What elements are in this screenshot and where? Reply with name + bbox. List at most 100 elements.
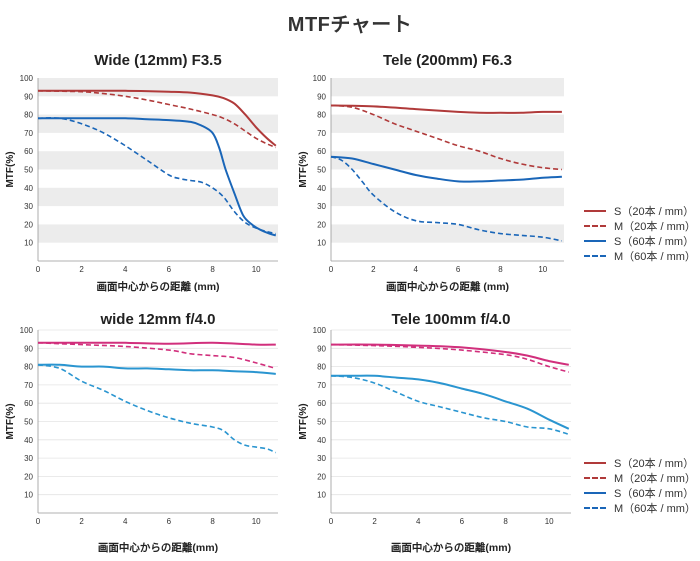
legend-item-bottom-3: M（60本 / mm） [584,500,696,515]
y-tick-label: 60 [317,399,326,408]
x-tick-label: 6 [167,265,172,274]
legend-item-top-3: M（60本 / mm） [584,248,696,263]
x-tick-label: 2 [371,265,376,274]
y-tick-label: 70 [24,129,33,138]
y-tick-label: 20 [24,472,33,481]
page-title: MTFチャート [287,14,413,36]
y-tick-label: 100 [313,326,327,335]
legend-line [584,461,606,464]
series-line-0 [38,89,277,147]
x-tick-label: 10 [538,265,547,274]
grid-band [331,224,564,243]
x-tick-label: 0 [36,265,41,274]
legend-label: M（20本 / mm） [614,220,696,233]
x-tick-label: 10 [545,517,554,526]
y-tick-label: 10 [24,491,33,500]
legend-item-bottom-2: S（60本 / mm） [584,485,696,500]
legend-label: S（60本 / mm） [614,235,695,248]
legend-item-bottom-1: M（20本 / mm） [584,470,696,485]
series-line-0 [330,104,562,114]
x-tick-label: 0 [329,517,334,526]
y-tick-label: 80 [317,111,326,120]
y-tick-label: 70 [24,381,33,390]
chart-3: 10 20 30 40 50 60 70 80 90 100 0 2 4 6 8 10 Tele 100mm f… [298,311,571,554]
y-tick-label: 10 [24,239,33,248]
y-tick-label: 70 [317,381,326,390]
y-tick-label: 40 [24,184,33,193]
x-tick-label: 4 [416,517,421,526]
legend-label: M（60本 / mm） [614,502,696,515]
y-axis-label: MTF(%) [5,403,16,439]
y-tick-label: 60 [317,147,326,156]
y-tick-label: 30 [24,454,33,463]
legend-label: M（20本 / mm） [614,472,696,485]
y-tick-label: 20 [317,220,326,229]
x-tick-label: 2 [372,517,377,526]
y-tick-label: 40 [24,436,33,445]
chart-title: Tele (200mm) F6.3 [383,52,512,69]
series-line-1 [330,104,562,171]
y-tick-label: 30 [317,454,326,463]
y-tick-label: 80 [317,363,326,372]
x-axis-label: 画面中心からの距離 (mm) [386,280,509,293]
y-tick-label: 50 [317,166,326,175]
legend-item-top-0: S（20本 / mm） [584,203,696,218]
y-tick-label: 100 [20,326,34,335]
grid-band [38,187,278,207]
x-tick-label: 8 [498,265,503,274]
series-line-1 [37,90,277,149]
series-line-3 [37,117,277,235]
x-axis-label: 画面中心からの距離(mm) [391,541,511,554]
y-tick-label: 90 [24,344,33,353]
x-tick-label: 6 [167,517,172,526]
y-tick-label: 20 [317,472,326,481]
legend-item-bottom-0: S（20本 / mm） [584,455,696,470]
chart-title: Tele 100mm f/4.0 [392,311,511,328]
y-tick-label: 80 [24,111,33,120]
chart-title: wide 12mm f/4.0 [99,311,215,328]
chart-2: 10 20 30 40 50 60 70 80 90 100 0 2 4 6 8 10 wide 12mm f/… [5,311,278,554]
legend-label: S（60本 / mm） [614,487,695,500]
x-axis-label: 画面中心からの距離(mm) [98,541,218,554]
y-tick-label: 60 [24,399,33,408]
y-tick-label: 90 [317,92,326,101]
legend-line [584,254,606,257]
grid-band [331,151,564,170]
y-tick-label: 30 [317,202,326,211]
series-line-3 [330,375,570,436]
legend-label: S（20本 / mm） [614,457,695,470]
legend-top: S（20本 / mm） M（20本 / mm） S（60本 / mm） M（60… [584,203,696,263]
y-tick-label: 70 [317,129,326,138]
legend-item-top-1: M（20本 / mm） [584,218,696,233]
grid-band [38,151,278,170]
y-axis-label: MTF(%) [298,403,309,439]
series-line-1 [37,342,277,370]
x-tick-label: 10 [252,265,261,274]
y-axis-label: MTF(%) [298,151,309,187]
y-tick-label: 60 [24,147,33,156]
grid-band [38,78,278,97]
grid-band [38,224,278,243]
y-tick-label: 40 [317,436,326,445]
y-tick-label: 40 [317,184,326,193]
x-tick-label: 10 [252,517,261,526]
x-axis-label: 画面中心からの距離 (mm) [96,280,219,293]
legend-line [584,506,606,509]
grid-band [331,78,564,97]
series-line-1 [330,343,570,373]
series-line-0 [37,341,276,346]
legend-line [584,224,606,227]
y-tick-label: 100 [20,74,34,83]
x-tick-label: 2 [79,517,84,526]
legend-line [584,491,606,494]
grid-band [331,114,564,133]
legend-item-top-2: S（60本 / mm） [584,233,696,248]
x-tick-label: 4 [123,265,128,274]
y-tick-label: 90 [24,92,33,101]
y-tick-label: 80 [24,363,33,372]
grid-band [331,187,564,207]
x-tick-label: 6 [456,265,461,274]
x-tick-label: 4 [414,265,419,274]
